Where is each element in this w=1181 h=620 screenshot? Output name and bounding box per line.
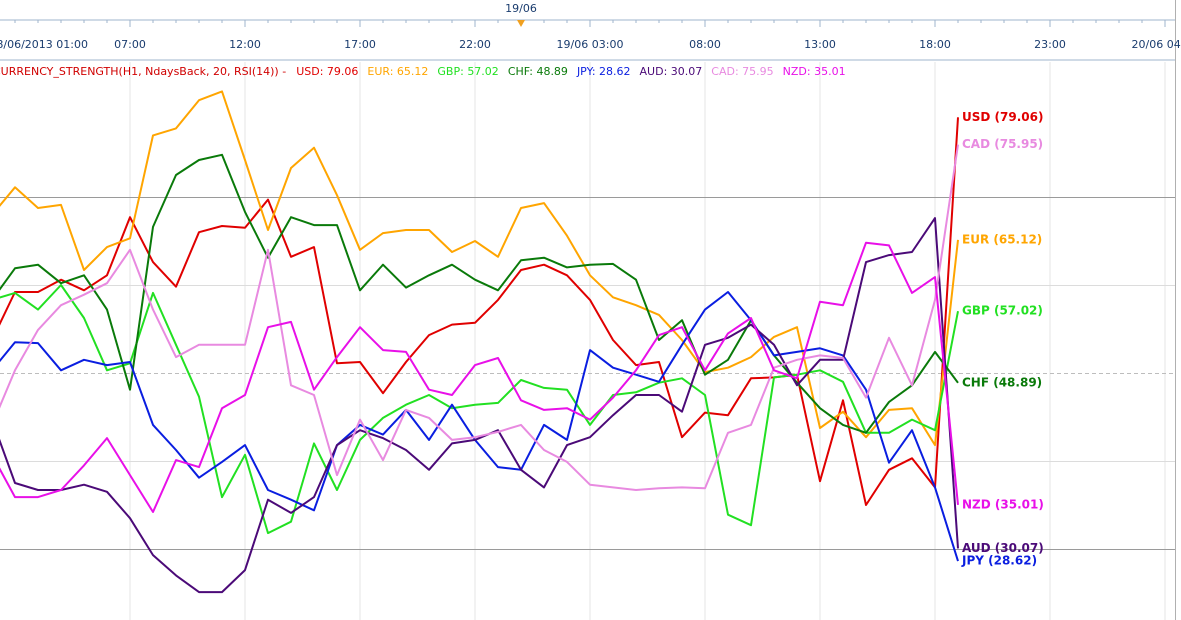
x-tick-label: 18/06/2013 01:00 — [0, 38, 88, 51]
x-tick-label: 12:00 — [229, 38, 261, 51]
legend: CURRENCY_STRENGTH(H1, NdaysBack, 20, RSI… — [0, 65, 846, 78]
legend-entry: JPY: 28.62 — [576, 65, 631, 78]
time-axis: 18/06/2013 01:00 07:00 12:00 17:00 22:00 19/0… — [0, 2, 1181, 51]
series-line — [0, 217, 959, 594]
end-label: AUD (30.07) — [962, 541, 1044, 555]
legend-entry: NZD: 35.01 — [783, 65, 846, 78]
legend-entry: AUD: 30.07 — [640, 65, 703, 78]
x-tick-label: 17:00 — [344, 38, 376, 51]
x-tick-label: 20/06 04:00 — [1132, 38, 1181, 51]
end-label: USD (79.06) — [962, 110, 1043, 124]
legend-entry: EUR: 65.12 — [367, 65, 428, 78]
end-label: JPY (28.62) — [961, 554, 1037, 568]
x-tick-label: 08:00 — [689, 38, 721, 51]
day-marker — [517, 20, 525, 27]
series-line — [0, 284, 959, 535]
end-label: CAD (75.95) — [962, 137, 1043, 151]
x-tick-label: 07:00 — [114, 38, 146, 51]
plot — [0, 90, 959, 594]
end-label: CHF (48.89) — [962, 375, 1042, 389]
series-line — [0, 90, 959, 447]
x-tick-label: 18:00 — [919, 38, 951, 51]
day-marker-label: 19/06 — [505, 2, 537, 15]
legend-entry: CHF: 48.89 — [508, 65, 568, 78]
x-tick-label: 19/06 03:00 — [557, 38, 624, 51]
end-label: NZD (35.01) — [962, 497, 1044, 511]
grid — [0, 62, 1175, 620]
series-line — [0, 144, 959, 491]
legend-entry: GBP: 57.02 — [437, 65, 498, 78]
legend-entry: USD: 79.06 — [296, 65, 358, 78]
end-label: EUR (65.12) — [962, 232, 1042, 246]
series-line — [0, 241, 959, 513]
x-tick-label: 23:00 — [1034, 38, 1066, 51]
x-tick-label: 13:00 — [804, 38, 836, 51]
x-tick-label: 22:00 — [459, 38, 491, 51]
legend-entry: CAD: 75.95 — [711, 65, 773, 78]
series-line — [0, 153, 959, 434]
end-label: GBP (57.02) — [962, 304, 1043, 318]
indicator-title: CURRENCY_STRENGTH(H1, NdaysBack, 20, RSI… — [0, 65, 286, 78]
end-labels: USD (79.06) EUR (65.12) GBP (57.02) CHF (48… — [961, 110, 1044, 568]
